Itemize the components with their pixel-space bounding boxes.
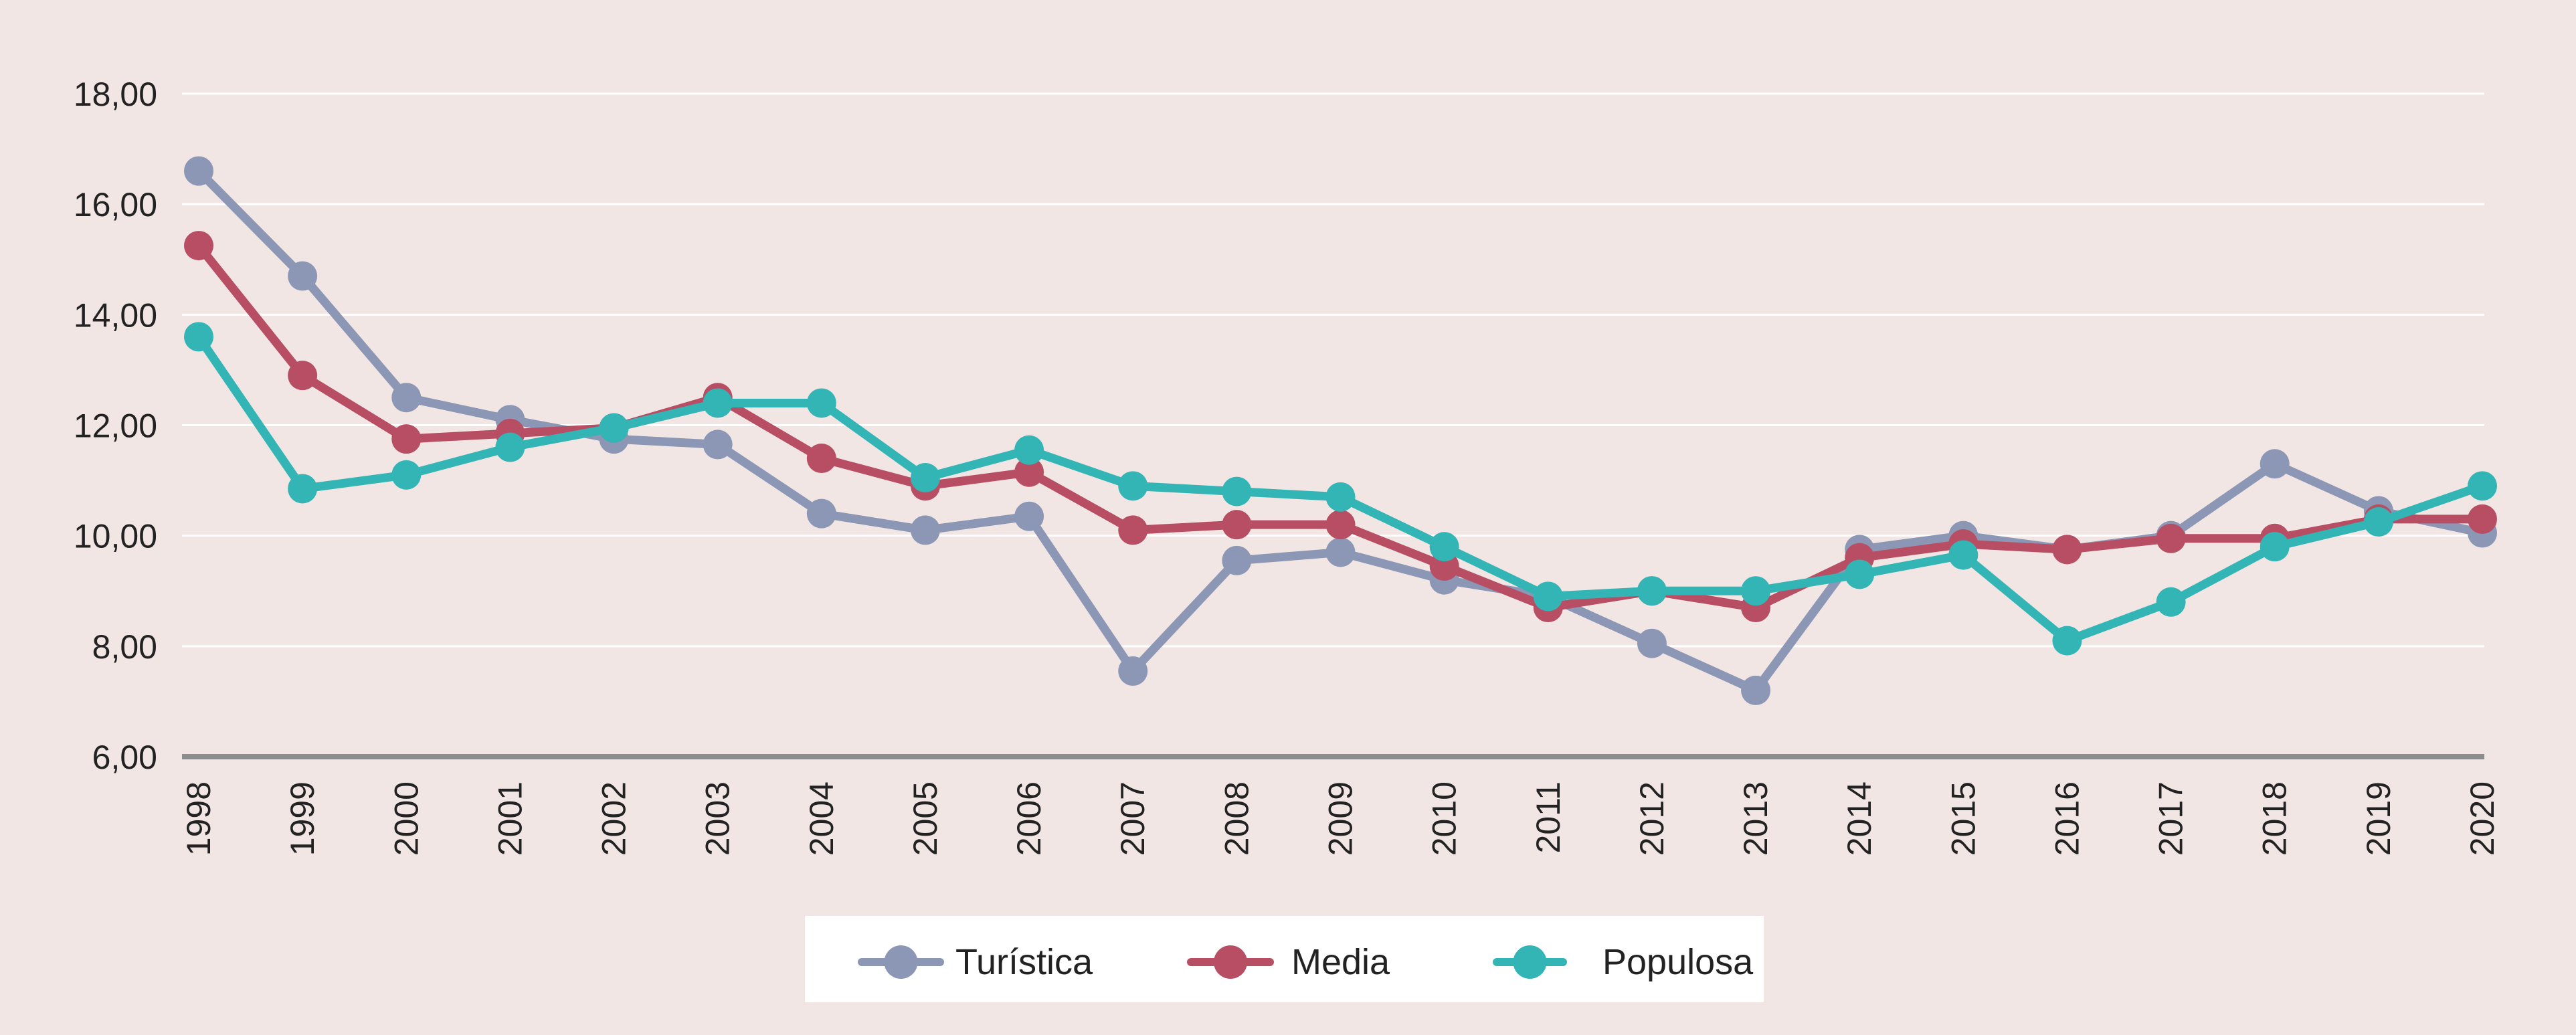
legend-item-turística: Turística [858,942,1093,982]
x-tick-label: 2014 [1841,781,1878,856]
data-point [184,231,213,261]
data-point [1845,559,1875,589]
data-point [599,413,629,443]
data-point [2052,535,2082,565]
x-tick-label: 2015 [1944,781,1982,856]
x-tick-label: 2017 [2152,781,2190,856]
x-tick-label: 2006 [1010,781,1048,856]
data-point [1118,656,1148,686]
data-point [184,322,213,352]
data-point [1741,675,1771,705]
x-tick-label: 2001 [491,781,529,856]
data-point [806,388,836,418]
data-point [1429,532,1459,562]
data-point [806,498,836,529]
data-point [1118,515,1148,545]
legend-item-populosa: Populosa [1493,942,1754,982]
data-point [391,424,422,454]
y-tick-label: 16,00 [74,186,157,223]
legend-marker [1513,945,1547,979]
legend-box [805,916,1764,1002]
x-tick-label: 2000 [387,781,425,856]
y-tick-label: 6,00 [92,739,157,776]
data-point [703,388,733,418]
y-tick-label: 10,00 [74,518,157,555]
legend-label: Turística [955,942,1093,982]
data-point [184,156,213,186]
data-point [2363,507,2393,537]
x-tick-label: 2003 [699,781,737,856]
x-tick-label: 2020 [2464,781,2501,856]
x-tick-label: 2002 [595,781,633,856]
data-point [1637,628,1667,658]
x-tick-label: 2016 [2048,781,2086,856]
data-point [288,474,318,504]
data-point [2156,523,2186,553]
x-tick-label: 1998 [180,781,217,856]
y-tick-label: 18,00 [74,76,157,113]
data-point [2468,504,2497,534]
legend-item-media: Media [1187,942,1390,982]
grid-lines [182,92,2484,648]
x-tick-label: 2004 [803,781,840,856]
data-point [1014,435,1044,465]
data-point [806,444,836,474]
y-tick-label: 14,00 [74,296,157,334]
x-tick-label: 2011 [1530,781,1567,854]
data-point [1741,576,1771,606]
data-point [2156,587,2186,617]
data-point [288,261,318,291]
series-lines [184,156,2497,705]
data-point [1222,510,1252,540]
x-tick-label: 1999 [284,781,321,856]
data-point [1637,576,1667,606]
data-point [703,430,733,460]
data-point [495,432,525,462]
data-point [1325,510,1356,540]
data-point [2260,449,2290,479]
data-point [391,383,422,413]
data-point [2468,471,2497,501]
data-point [2052,626,2082,656]
data-point [1222,545,1252,575]
x-tick-label: 2018 [2256,781,2294,856]
x-tick-label: 2012 [1633,781,1671,856]
data-point [1222,476,1252,506]
data-point [1118,471,1148,501]
data-point [391,460,422,490]
data-point [910,462,940,492]
data-point [1014,457,1044,487]
legend-marker [1214,945,1247,979]
series-populosa [184,322,2497,656]
data-point [288,361,318,391]
legend-marker [884,945,918,979]
legend-label: Populosa [1602,942,1754,982]
x-tick-label: 2009 [1322,781,1360,856]
x-tick-label: 2005 [907,781,944,856]
y-tick-label: 12,00 [74,407,157,445]
y-tick-label: 8,00 [92,628,157,666]
data-point [1325,482,1356,512]
x-tick-label: 2007 [1114,781,1152,856]
axes: 6,00 8,00 10,00 12,00 14,00 16,00 18,00 1998 199… [74,76,2501,856]
data-point [2260,532,2290,562]
data-point [1533,581,1563,611]
x-tick-label: 2013 [1737,781,1774,856]
data-point [1014,501,1044,531]
legend-label: Media [1291,942,1390,982]
data-point [1325,537,1356,567]
legend: Turística Media Populosa [805,916,1764,1002]
x-tick-label: 2010 [1426,781,1463,856]
x-tick-label: 2008 [1218,781,1255,856]
x-tick-label: 2019 [2360,781,2397,856]
data-point [1948,540,1979,570]
data-point [910,515,940,545]
